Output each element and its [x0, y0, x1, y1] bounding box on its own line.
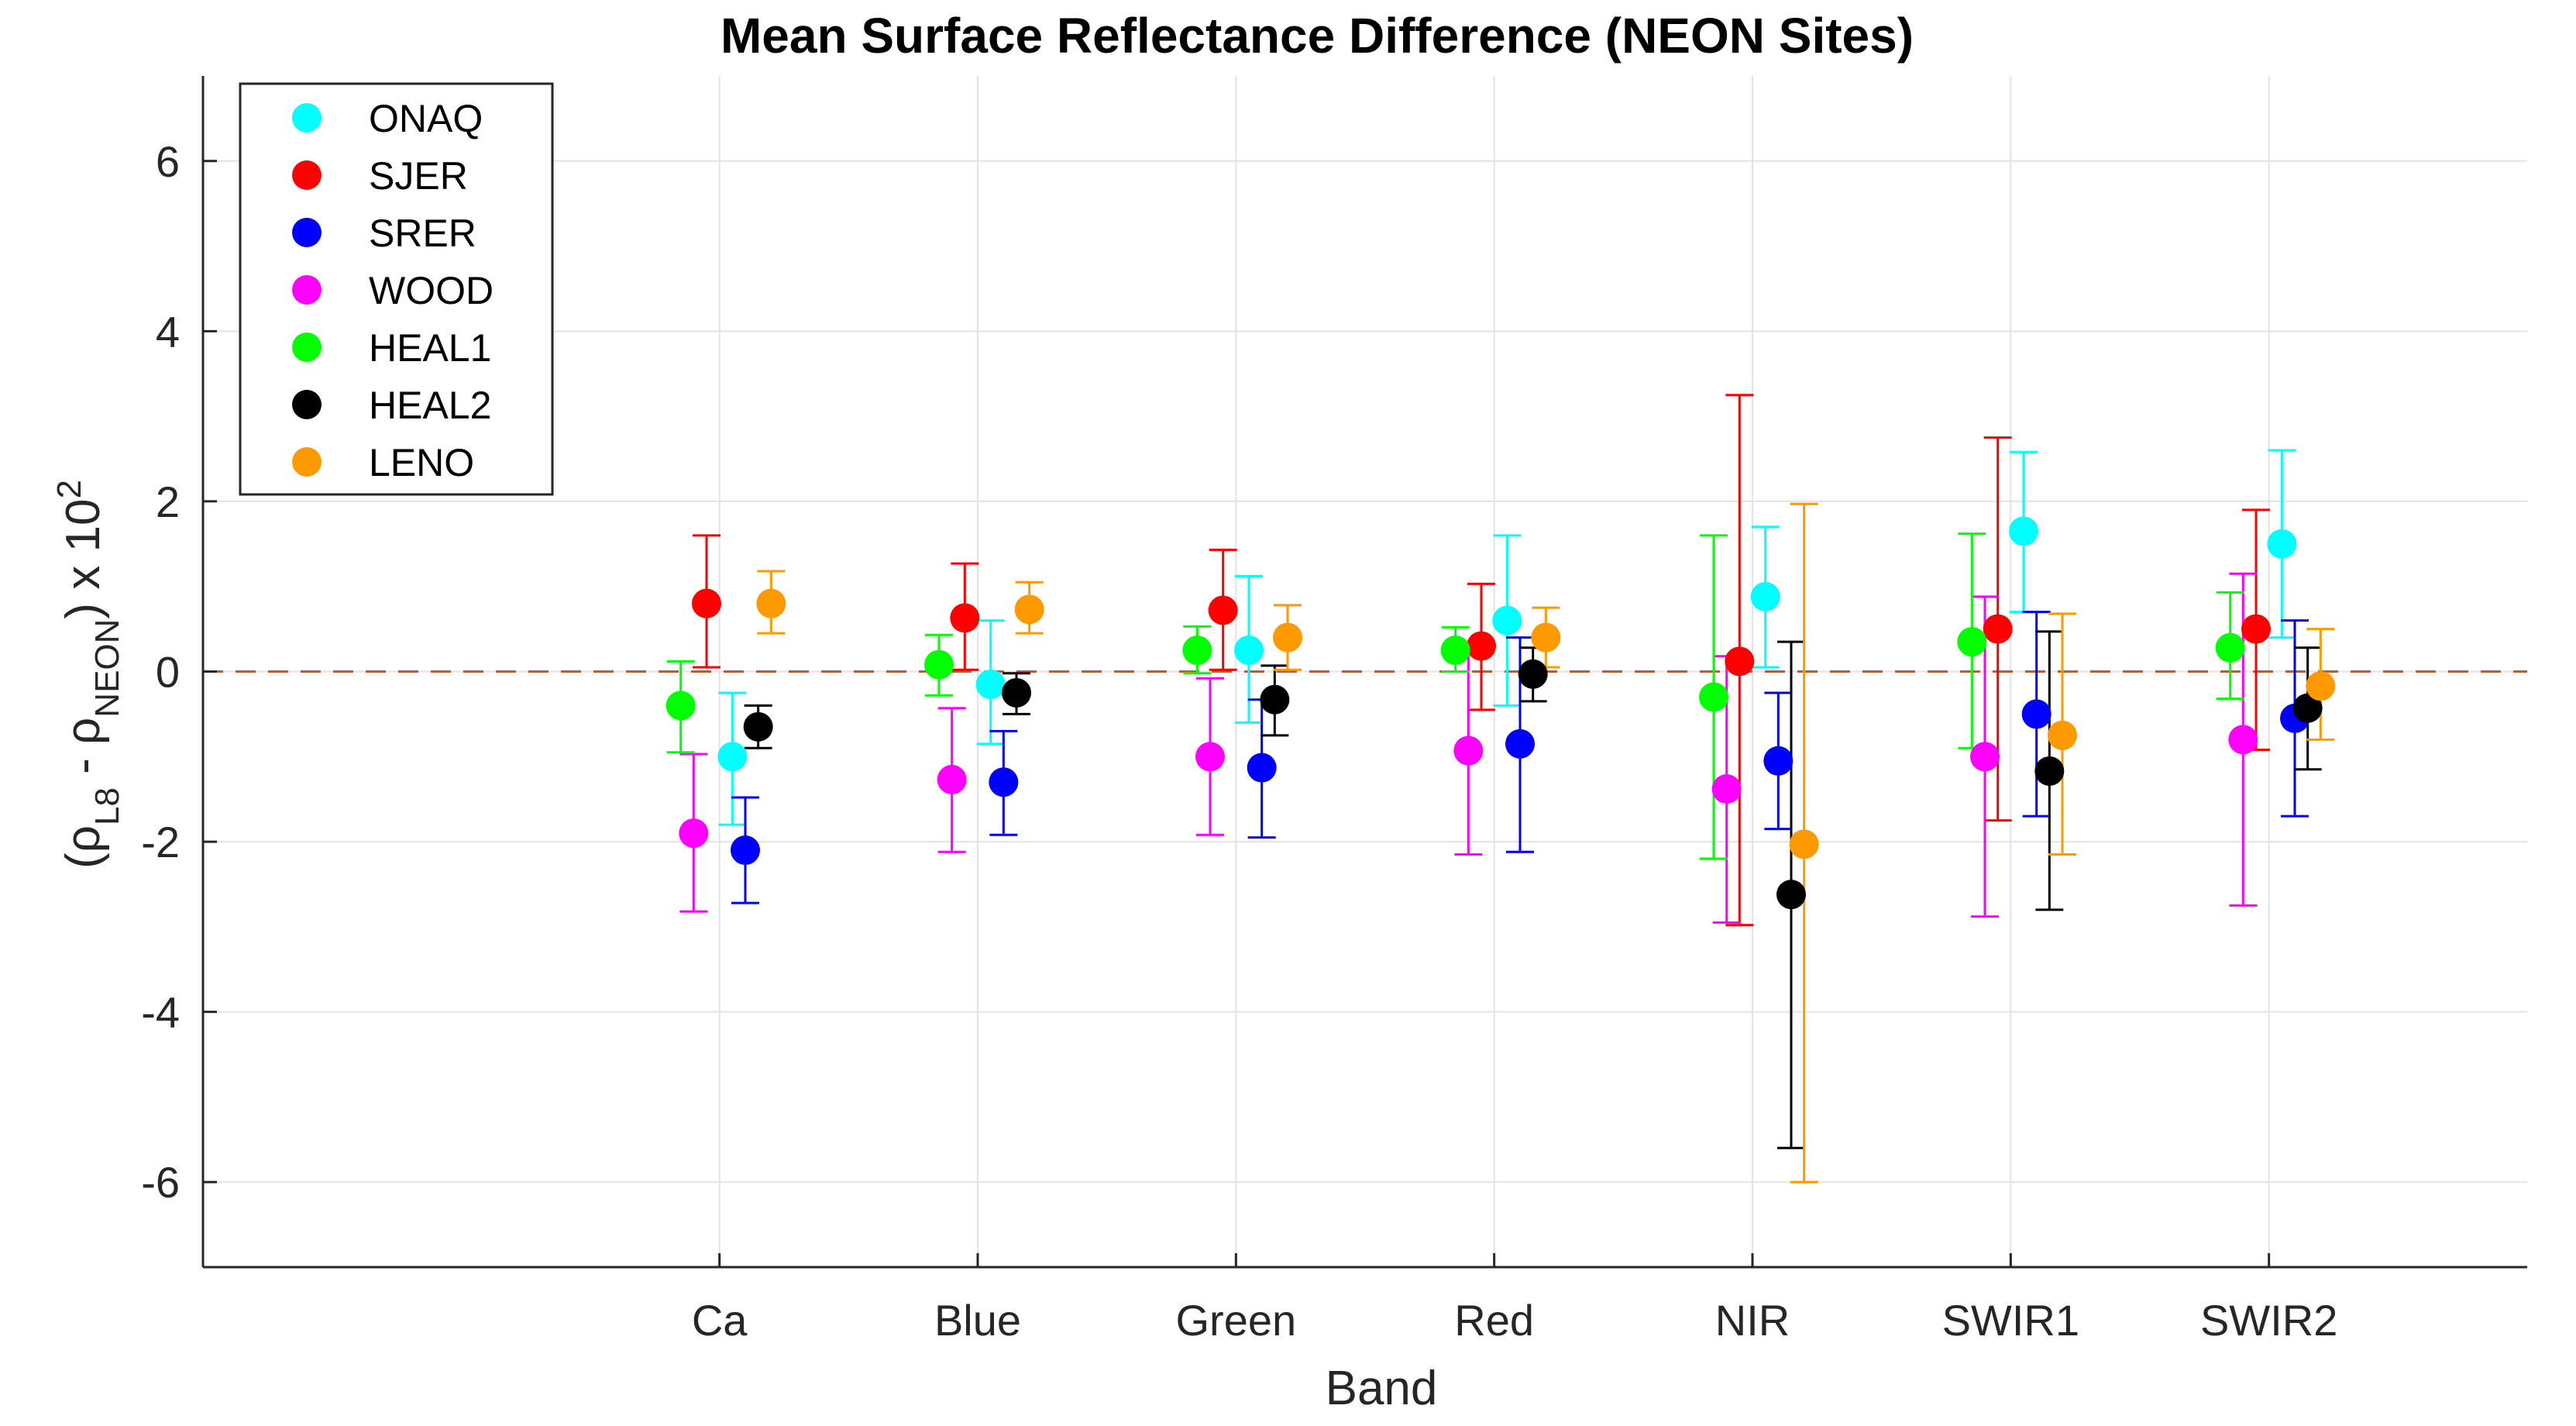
legend-label-srer: SRER — [369, 212, 476, 255]
data-point-sjer — [1983, 614, 2013, 644]
data-point-leno — [2306, 671, 2336, 701]
data-point-heal2 — [1002, 677, 1031, 708]
data-point-srer — [1247, 753, 1277, 783]
chart-title: Mean Surface Reflectance Difference (NEO… — [721, 8, 1914, 64]
legend-marker-sjer — [292, 160, 322, 190]
y-tick-label: -2 — [141, 818, 180, 866]
data-point-wood — [1195, 742, 1225, 772]
data-point-heal2 — [743, 711, 773, 742]
legend-label-heal2: HEAL2 — [369, 384, 491, 427]
legend-marker-leno — [292, 447, 322, 477]
x-tick-label: SWIR1 — [1942, 1296, 2079, 1345]
data-point-leno — [1789, 829, 1819, 859]
data-point-sjer — [1208, 595, 1238, 625]
data-point-wood — [1711, 774, 1742, 804]
data-point-heal1 — [1440, 636, 1470, 666]
data-point-heal2 — [2034, 756, 2065, 786]
x-tick-label: Blue — [934, 1296, 1021, 1345]
data-point-sjer — [950, 603, 980, 633]
data-point-onaq — [2009, 516, 2038, 546]
error-bars — [666, 394, 2335, 1183]
data-points — [665, 516, 2336, 910]
data-point-sjer — [692, 588, 721, 618]
data-point-heal2 — [1776, 880, 1806, 910]
y-tick-label: -4 — [141, 988, 180, 1037]
data-point-onaq — [1492, 605, 1522, 636]
data-point-srer — [731, 835, 760, 866]
legend-marker-heal1 — [292, 332, 322, 362]
data-point-heal2 — [2292, 693, 2323, 723]
data-point-wood — [679, 818, 709, 849]
x-tick-labels: Ca Blue Green Red NIR SWIR1 SWIR2 — [692, 1253, 2337, 1345]
data-point-onaq — [1750, 581, 1780, 611]
y-tick-label: 0 — [156, 648, 180, 697]
data-point-heal2 — [1260, 684, 1290, 715]
x-tick-label: Ca — [692, 1296, 748, 1345]
data-point-heal2 — [1518, 659, 1548, 689]
legend-label-sjer: SJER — [369, 154, 468, 198]
data-point-onaq — [717, 742, 748, 772]
data-point-heal1 — [1182, 636, 1212, 666]
data-point-sjer — [1725, 646, 1755, 677]
data-point-heal1 — [1957, 627, 1987, 657]
x-tick-label: SWIR2 — [2200, 1296, 2337, 1345]
data-point-sjer — [2241, 614, 2271, 644]
data-point-leno — [2048, 720, 2077, 750]
x-axis-label: Band — [1326, 1362, 1438, 1415]
data-point-wood — [937, 764, 967, 794]
data-point-wood — [1970, 742, 2000, 772]
legend-marker-heal2 — [292, 390, 322, 419]
x-tick-label: NIR — [1715, 1296, 1790, 1345]
data-point-leno — [1531, 622, 1561, 653]
y-tick-labels: -6 -4 -2 0 2 4 6 — [141, 137, 217, 1207]
data-point-leno — [1273, 622, 1302, 653]
data-point-srer — [1763, 746, 1794, 776]
data-point-onaq — [2267, 529, 2297, 559]
legend-label-leno: LENO — [369, 441, 474, 484]
data-point-heal1 — [665, 691, 696, 721]
y-tick-label: 2 — [156, 477, 180, 526]
data-point-leno — [756, 588, 786, 618]
x-tick-label: Green — [1176, 1296, 1297, 1345]
data-point-wood — [2228, 725, 2258, 755]
legend-label-onaq: ONAQ — [369, 97, 483, 140]
legend-marker-srer — [292, 218, 322, 247]
legend-marker-wood — [292, 275, 322, 305]
data-point-heal1 — [1699, 682, 1728, 712]
data-point-heal1 — [924, 649, 954, 680]
y-axis-label: (ρL8 - ρNEON) x 102 — [50, 480, 126, 869]
data-point-srer — [989, 767, 1019, 797]
y-tick-label: 6 — [156, 137, 180, 186]
data-point-onaq — [975, 669, 1006, 699]
data-point-srer — [2021, 699, 2052, 729]
y-tick-label: 4 — [156, 307, 180, 356]
data-point-wood — [1453, 735, 1484, 766]
x-tick-label: Red — [1454, 1296, 1534, 1345]
data-point-srer — [1505, 728, 1535, 759]
data-point-heal1 — [2215, 632, 2245, 663]
data-point-leno — [1014, 594, 1044, 625]
legend: ONAQ SJER SRER WOOD HEAL1 HEAL2 LENO — [239, 82, 554, 496]
y-tick-label: -6 — [141, 1158, 180, 1207]
data-point-sjer — [1467, 631, 1496, 661]
data-point-onaq — [1234, 636, 1264, 666]
legend-label-heal1: HEAL1 — [369, 326, 491, 370]
legend-marker-onaq — [292, 103, 322, 133]
legend-label-wood: WOOD — [369, 269, 494, 312]
